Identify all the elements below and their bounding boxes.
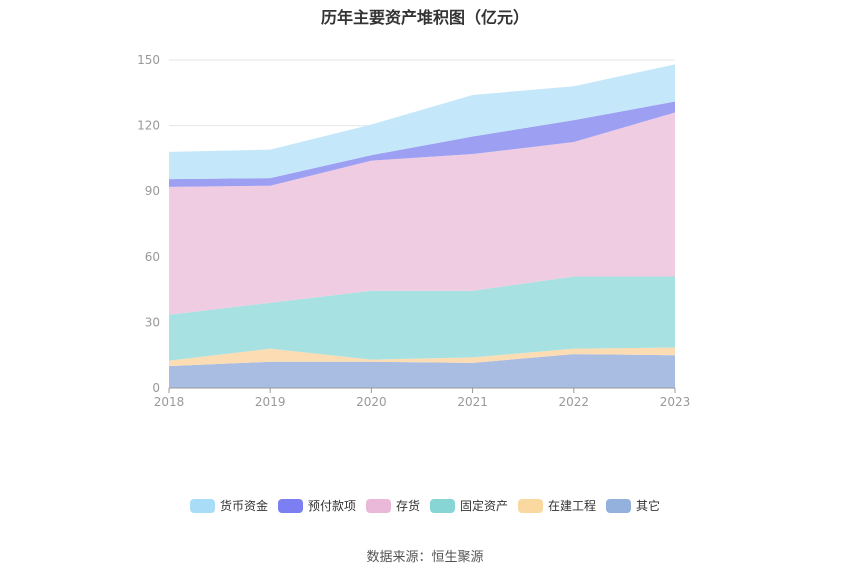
y-tick-label: 60 <box>145 250 160 264</box>
legend-item[interactable]: 固定资产 <box>430 497 508 514</box>
x-tick-label: 2020 <box>356 395 387 409</box>
legend-item[interactable]: 在建工程 <box>518 497 596 514</box>
data-source-note: 数据来源：恒生聚源 <box>366 550 484 565</box>
legend-swatch <box>518 498 544 513</box>
legend: 货币资金 预付款项 存货 固定资产 在建工程 其它 <box>0 497 850 514</box>
x-tick-label: 2022 <box>559 395 590 409</box>
area-固定资产 <box>169 276 675 361</box>
legend-label: 存货 <box>395 499 420 513</box>
chart-title: 历年主要资产堆积图（亿元） <box>320 8 529 27</box>
area-其它 <box>169 354 675 388</box>
y-tick-label: 30 <box>145 315 160 329</box>
legend-item[interactable]: 预付款项 <box>277 497 356 514</box>
legend-item[interactable]: 存货 <box>365 497 420 514</box>
legend-label: 预付款项 <box>307 499 356 513</box>
legend-label: 固定资产 <box>460 499 509 513</box>
y-tick-label: 90 <box>145 184 160 198</box>
legend-swatch <box>277 498 303 513</box>
x-tick-label: 2023 <box>660 395 691 409</box>
legend-item[interactable]: 货币资金 <box>189 497 268 514</box>
legend-label: 在建工程 <box>548 499 597 513</box>
x-tick-label: 2019 <box>255 395 286 409</box>
x-tick-label: 2021 <box>457 395 488 409</box>
y-tick-label: 150 <box>137 53 160 67</box>
legend-swatch <box>365 498 391 513</box>
legend-label: 货币资金 <box>219 499 268 513</box>
legend-label: 其它 <box>636 499 661 513</box>
legend-swatch <box>430 498 455 513</box>
legend-item[interactable]: 其它 <box>606 497 660 514</box>
x-tick-label: 2018 <box>154 395 185 409</box>
legend-swatch <box>189 498 215 513</box>
area-存货 <box>169 112 675 315</box>
axes: 0 30 60 90 120 150 2018 2019 2020 2021 2022 2023 <box>137 53 690 409</box>
area-在建工程 <box>169 347 675 367</box>
y-tick-label: 120 <box>137 119 160 133</box>
y-tick-label: 0 <box>152 381 160 395</box>
area-货币资金 <box>169 64 675 180</box>
legend-swatch <box>606 498 632 513</box>
area-series <box>169 64 675 388</box>
